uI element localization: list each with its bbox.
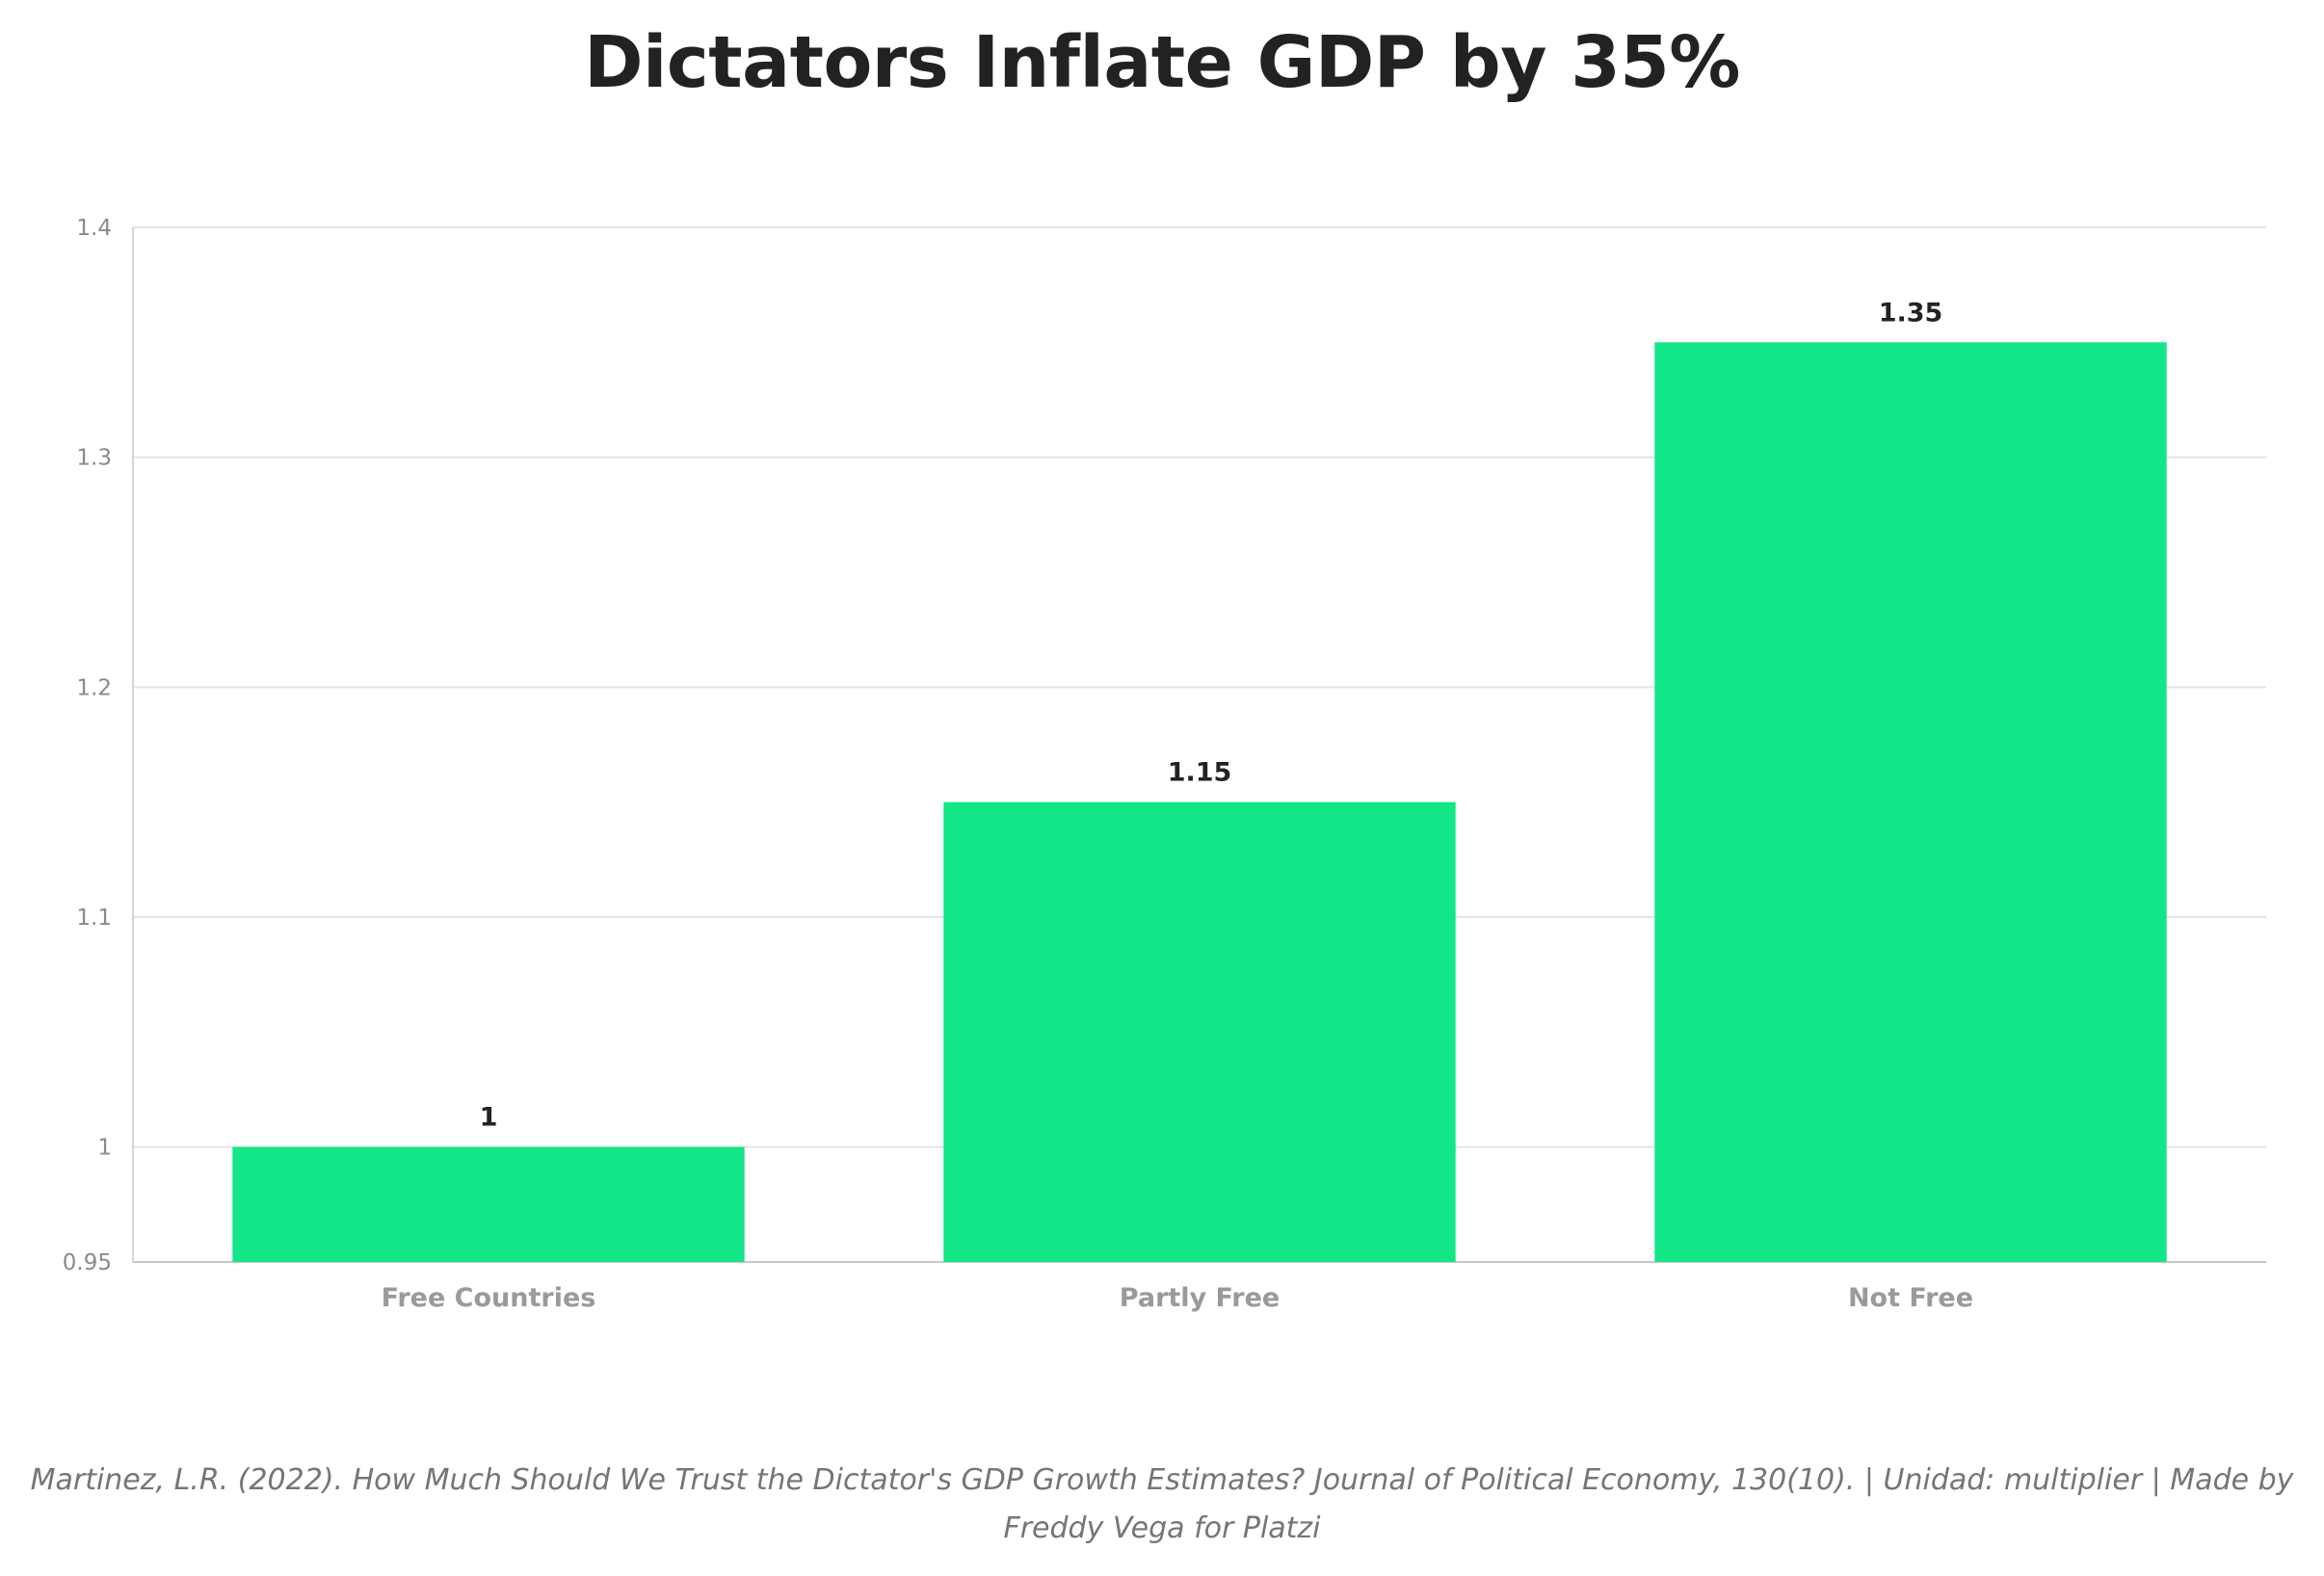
x-tick-label: Not Free [1848, 1283, 1973, 1313]
bars [232, 342, 2167, 1262]
y-tick-label: 0.95 [63, 1250, 112, 1275]
chart-title: Dictators Inflate GDP by 35% [584, 21, 1740, 104]
labels: 0.95 1 1.1 1.2 1.3 1.4 1 Free Countries 1.15 Part… [63, 216, 1973, 1313]
y-tick-label: 1 [97, 1136, 112, 1161]
bar-not-free [1654, 342, 2167, 1262]
y-tick-label: 1.2 [76, 675, 112, 700]
data-label: 1.35 [1879, 298, 1943, 328]
data-label: 1 [480, 1103, 498, 1133]
data-label: 1.15 [1168, 758, 1232, 788]
y-tick-label: 1.4 [76, 216, 112, 241]
source-caption: Martinez, L.R. (2022). How Much Should W… [30, 1463, 2294, 1545]
bar-partly-free [943, 801, 1456, 1262]
x-tick-label: Partly Free [1120, 1283, 1280, 1313]
x-tick-label: Free Countries [382, 1283, 596, 1313]
y-tick-label: 1.3 [76, 446, 112, 471]
bar-free-countries [232, 1146, 745, 1262]
y-tick-label: 1.1 [76, 906, 112, 931]
